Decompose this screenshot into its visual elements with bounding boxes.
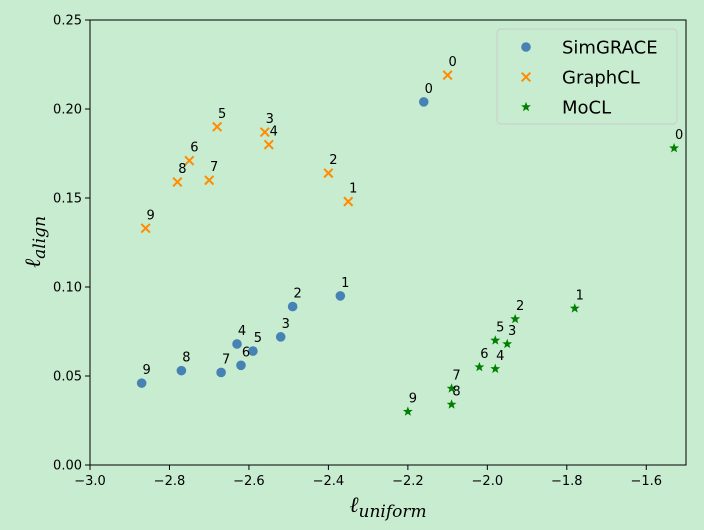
- graphcl-point-label: 2: [329, 153, 337, 168]
- simgrace-point-label: 1: [341, 276, 349, 291]
- x-tick-label: −2.4: [313, 474, 345, 489]
- y-tick-label: 0.00: [53, 459, 82, 474]
- legend: SimGRACE GraphCL MoCL: [496, 28, 678, 125]
- legend-label-simgrace: SimGRACE: [562, 38, 658, 59]
- simgrace-point: [248, 346, 258, 356]
- x-tick-label: −1.6: [630, 474, 662, 489]
- legend-label-graphcl: GraphCL: [562, 68, 640, 89]
- y-tick-label: 0.25: [53, 14, 82, 29]
- simgrace-point-label: 8: [182, 351, 190, 366]
- graphcl-point: [263, 139, 274, 150]
- x-tick-label: −2.6: [233, 474, 265, 489]
- graphcl-point-label: 5: [218, 107, 226, 122]
- graphcl-point-label: 0: [448, 55, 456, 70]
- graphcl-point: [204, 175, 215, 186]
- simgrace-point: [136, 378, 147, 388]
- legend-marker-mocl: [521, 101, 531, 112]
- mocl-point-label: 8: [452, 384, 460, 399]
- graphcl-point-label: 8: [178, 162, 186, 177]
- graphcl-point-label: 9: [146, 208, 154, 223]
- mocl-point: [490, 335, 501, 345]
- mocl-point: [474, 361, 485, 372]
- legend-marker-graphcl: [520, 71, 532, 83]
- x-tick-label: −1.8: [551, 474, 583, 489]
- mocl-point: [402, 406, 413, 416]
- y-tick-label: 0.15: [53, 192, 82, 207]
- simgrace-point: [176, 365, 187, 376]
- graphcl-point: [343, 196, 354, 207]
- mocl-point-label: 2: [516, 299, 524, 314]
- graphcl-point: [212, 121, 223, 132]
- x-tick-label: −2.8: [154, 474, 186, 489]
- mocl-point-label: 5: [496, 320, 504, 335]
- graphcl-point-label: 4: [270, 125, 278, 140]
- simgrace-point: [232, 339, 242, 349]
- y-axis-label: ℓalign: [21, 216, 50, 268]
- graphcl-point: [323, 168, 334, 179]
- y-tick-label: 0.20: [53, 103, 82, 118]
- mocl-point: [446, 383, 457, 393]
- mocl-point-label: 4: [496, 349, 504, 364]
- simgrace-point-label: 6: [242, 345, 250, 360]
- simgrace-point: [335, 291, 346, 301]
- graphcl-point: [259, 127, 270, 138]
- mocl-point: [569, 303, 580, 313]
- graphcl-point: [140, 223, 151, 234]
- simgrace-point-label: 3: [282, 317, 290, 332]
- x-tick-label: −2.2: [392, 474, 424, 489]
- data-points: [136, 70, 680, 416]
- graphcl-point-label: 7: [210, 160, 218, 175]
- simgrace-point: [275, 332, 286, 342]
- simgrace-point-label: 5: [254, 331, 262, 346]
- graphcl-point-label: 6: [190, 141, 198, 156]
- simgrace-point-label: 7: [222, 352, 230, 367]
- legend-box: [496, 28, 678, 125]
- x-axis-label: ℓuniform: [349, 493, 426, 522]
- legend-marker-simgrace: [521, 42, 531, 52]
- simgrace-point: [236, 360, 246, 371]
- x-tick-label: −2.0: [472, 474, 504, 489]
- graphcl-point: [442, 70, 453, 81]
- simgrace-point: [216, 367, 226, 378]
- y-tick-label: 0.05: [53, 370, 82, 385]
- y-tick-label: 0.10: [53, 281, 82, 296]
- graphcl-point: [172, 176, 183, 187]
- mocl-point: [669, 142, 680, 153]
- x-axis: −3.0 −2.8 −2.6 −2.4 −2.2 −2.0 −1.8 −1.6: [74, 465, 662, 489]
- simgrace-point: [418, 97, 429, 107]
- simgrace-point: [287, 301, 298, 312]
- graphcl-point-label: 1: [349, 182, 357, 197]
- simgrace-point-label: 9: [143, 363, 151, 378]
- mocl-point-label: 1: [576, 288, 584, 303]
- mocl-point: [510, 313, 521, 324]
- mocl-point: [502, 338, 513, 349]
- mocl-point-label: 9: [409, 392, 417, 407]
- mocl-point-label: 6: [480, 347, 488, 362]
- x-tick-label: −3.0: [74, 474, 106, 489]
- mocl-point-label: 3: [508, 324, 516, 339]
- mocl-point: [490, 363, 501, 374]
- simgrace-point-label: 0: [425, 82, 433, 97]
- mocl-point-label: 0: [675, 128, 683, 143]
- mocl-point: [446, 399, 457, 409]
- legend-label-mocl: MoCL: [562, 98, 611, 119]
- graphcl-point: [184, 155, 195, 166]
- simgrace-point-label: 4: [238, 324, 246, 339]
- mocl-point-label: 7: [452, 368, 460, 383]
- y-axis: 0.00 0.05 0.10 0.15 0.20 0.25: [53, 14, 90, 474]
- simgrace-point-label: 2: [293, 287, 301, 302]
- graphcl-point-label: 3: [266, 112, 274, 127]
